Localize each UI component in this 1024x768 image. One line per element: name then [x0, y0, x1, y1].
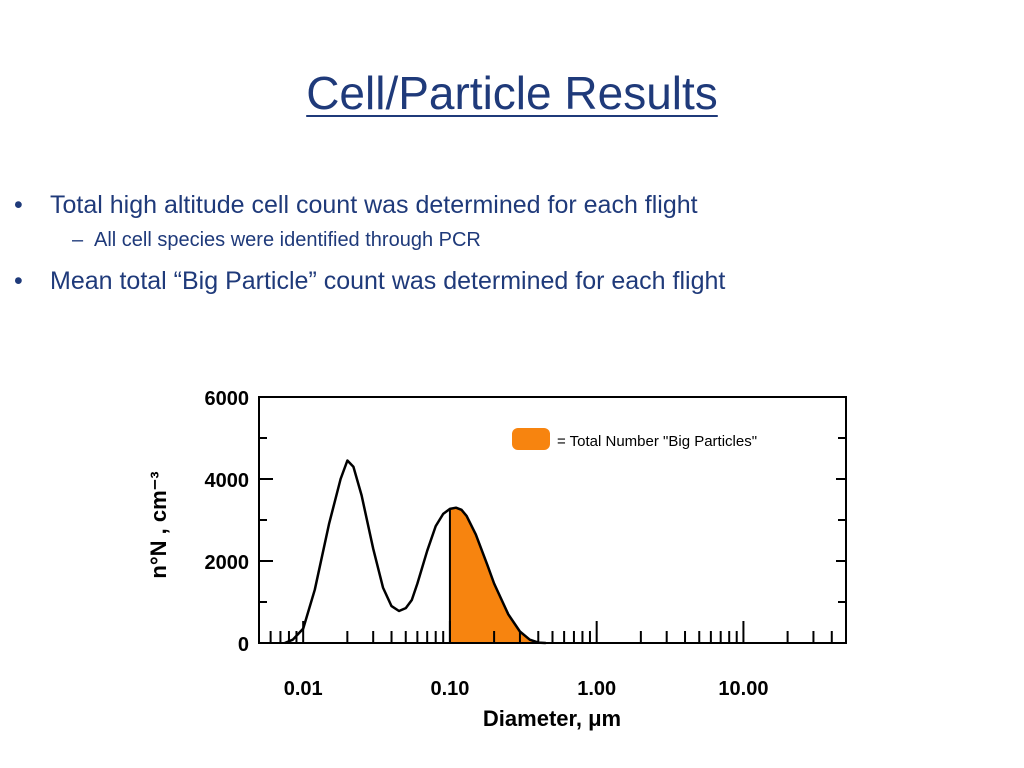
x-tick-label: 0.10	[430, 678, 469, 700]
legend-label: = Total Number "Big Particles"	[557, 433, 757, 450]
y-tick-label: 0	[238, 634, 249, 656]
x-tick-label: 1.00	[577, 678, 616, 700]
sub-bullet-text: All cell species were identified through…	[94, 229, 481, 251]
legend-swatch	[512, 428, 550, 450]
bullet-item: • Mean total “Big Particle” count was de…	[14, 264, 1014, 298]
bullet-dot: •	[14, 191, 23, 219]
y-tick-label: 6000	[205, 388, 250, 410]
x-tick-label: 0.01	[284, 678, 323, 700]
sub-bullet-dash: –	[72, 229, 84, 251]
plot-frame	[258, 396, 847, 644]
bullet-text: Mean total “Big Particle” count was dete…	[50, 267, 726, 295]
slide-title: Cell/Particle Results	[306, 67, 718, 119]
big-particles-area	[449, 507, 546, 643]
bullet-item: • Total high altitude cell count was det…	[14, 188, 1014, 222]
x-axis-label: Diameter, μm	[483, 706, 621, 731]
bullet-dot: •	[14, 267, 23, 295]
y-axis-label: n°N , cm⁻³	[146, 471, 171, 578]
bullet-list: • Total high altitude cell count was det…	[14, 188, 1014, 298]
y-tick-label: 2000	[205, 552, 250, 574]
y-tick-label: 4000	[205, 470, 250, 492]
x-tick-label: 10.00	[718, 678, 768, 700]
size-distribution-line	[284, 459, 546, 645]
sub-bullet-item: – All cell species were identified throu…	[14, 226, 1014, 254]
bullet-text: Total high altitude cell count was deter…	[50, 191, 698, 219]
